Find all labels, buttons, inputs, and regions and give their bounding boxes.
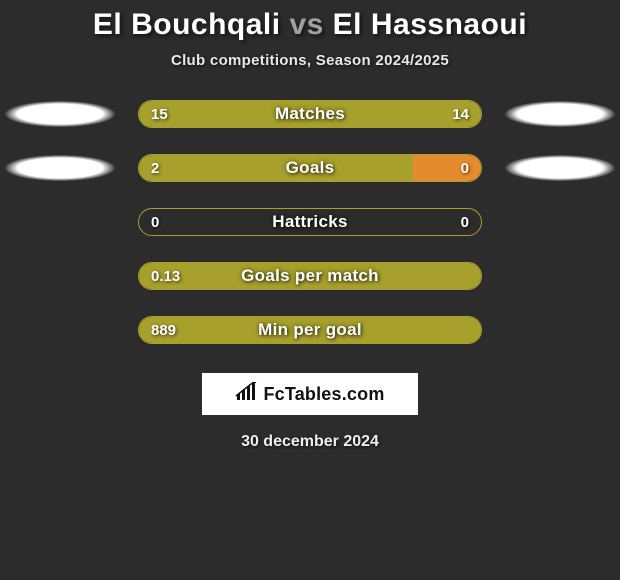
stat-row: Hattricks0 0 bbox=[0, 207, 620, 237]
stat-label: Matches bbox=[139, 104, 481, 124]
comparison-infographic: El Bouchqali vs El Hassnaoui Club compet… bbox=[0, 0, 620, 451]
stat-value-right: 0 bbox=[461, 160, 469, 177]
stat-value-left: 0.13 bbox=[151, 268, 180, 285]
stat-value-left: 15 bbox=[151, 106, 168, 123]
stat-label: Hattricks bbox=[139, 212, 481, 232]
subtitle: Club competitions, Season 2024/2025 bbox=[0, 52, 620, 69]
stat-label: Goals per match bbox=[139, 266, 481, 286]
stat-row: Goals per match0.13 bbox=[0, 261, 620, 291]
player2-shadow bbox=[505, 155, 615, 181]
date-label: 30 december 2024 bbox=[0, 433, 620, 451]
stat-bar: Goals per match0.13 bbox=[138, 262, 482, 290]
stat-row: Matches15 14 bbox=[0, 99, 620, 129]
stat-value-right: 0 bbox=[461, 214, 469, 231]
brand-badge: FcTables.com bbox=[202, 373, 418, 415]
stat-rows: Matches1514Goals20Hattricks00Goals per m… bbox=[0, 99, 620, 345]
stat-row: Goals2 0 bbox=[0, 153, 620, 183]
brand-text: FcTables.com bbox=[263, 384, 384, 405]
stat-bar: Hattricks0 0 bbox=[138, 208, 482, 236]
stat-label: Min per goal bbox=[139, 320, 481, 340]
title-vs: vs bbox=[289, 8, 323, 41]
stat-bar: Min per goal889 bbox=[138, 316, 482, 344]
stat-value-right: 14 bbox=[452, 106, 469, 123]
stat-value-left: 2 bbox=[151, 160, 159, 177]
player2-name: El Hassnaoui bbox=[333, 8, 527, 41]
player1-shadow bbox=[5, 155, 115, 181]
player1-shadow bbox=[5, 101, 115, 127]
stat-value-left: 889 bbox=[151, 322, 176, 339]
stat-value-left: 0 bbox=[151, 214, 159, 231]
player1-name: El Bouchqali bbox=[93, 8, 281, 41]
bar-chart-icon bbox=[235, 382, 257, 407]
stat-bar: Matches15 14 bbox=[138, 100, 482, 128]
stat-row: Min per goal889 bbox=[0, 315, 620, 345]
page-title: El Bouchqali vs El Hassnaoui bbox=[0, 8, 620, 42]
stat-label: Goals bbox=[139, 158, 481, 178]
player2-shadow bbox=[505, 101, 615, 127]
stat-bar: Goals2 0 bbox=[138, 154, 482, 182]
